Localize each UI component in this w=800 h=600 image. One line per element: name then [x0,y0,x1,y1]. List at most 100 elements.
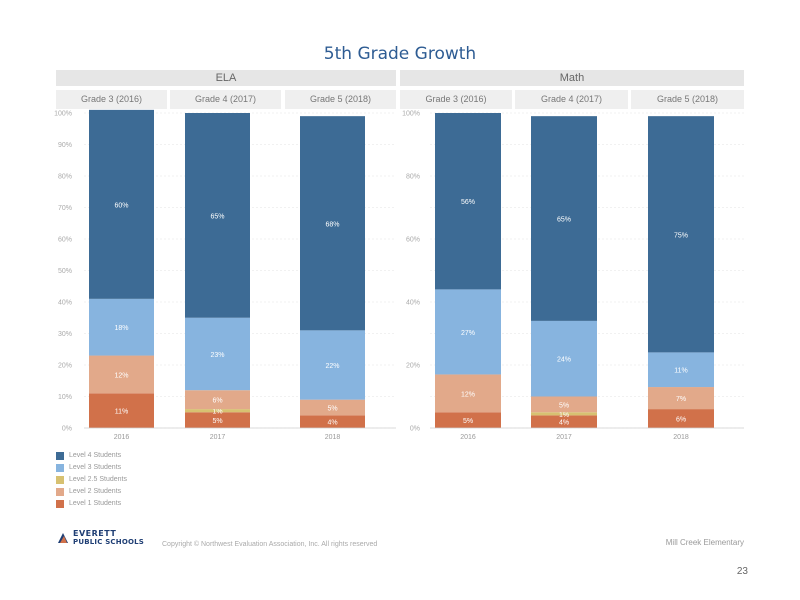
math-data-label: 56% [461,199,475,206]
math-ytick-label: 0% [410,426,420,433]
legend-label-level1: Level 1 Students [69,500,122,507]
logo-line1: EVERETT [73,529,117,538]
math-ytick-label: 40% [406,300,420,307]
math-data-label: 5% [559,402,569,409]
math-data-label: 11% [674,368,688,375]
math-ytick-label: 100% [402,111,420,118]
ela-bar-segment-level1 [89,393,154,428]
math-grade5-header: Grade 5 (2018) [631,90,744,109]
copyright-text: Copyright © Northwest Evaluation Associa… [162,541,378,548]
legend-item-level3: Level 3 Students [56,462,127,473]
math-xtick-label: 2016 [460,434,476,441]
ela-bar-segment-level1 [300,415,365,428]
math-data-label: 4% [559,420,569,427]
ela-data-label: 68% [325,221,339,228]
ela-grade5-header: Grade 5 (2018) [285,90,396,109]
math-bar-segment-level4 [435,113,501,290]
ela-bar-segment-level1 [185,412,250,428]
math-data-label: 5% [463,418,473,425]
legend-item-level4: Level 4 Students [56,450,127,461]
legend-label-level4: Level 4 Students [69,452,122,459]
math-bar-segment-level4 [531,116,597,321]
ela-data-label: 5% [327,406,337,413]
legend-swatch-level1 [56,499,64,508]
math-header: Math [400,70,744,86]
math-ytick-label: 60% [406,237,420,244]
legend-item-level2: Level 2 Students [56,486,127,497]
ela-grade3-header: Grade 3 (2016) [56,90,167,109]
ela-ytick-label: 30% [58,331,72,338]
page-title: 5th Grade Growth [323,44,477,64]
legend-item-level1: Level 1 Students [56,498,127,509]
ela-bar-segment-level2 [89,355,154,394]
ela-bar-segment-level2 [300,399,365,416]
math-bar-segment-level2 [648,387,714,410]
ela-grade4-header: Grade 4 (2017) [170,90,281,109]
ela-bar-segment-level4 [185,113,250,318]
ela-ytick-label: 40% [58,300,72,307]
legend-label-level2: Level 2 Students [69,488,122,495]
ela-ytick-label: 100% [54,111,72,118]
ela-data-label: 1% [212,409,222,416]
math-bar-segment-level2_5 [531,412,597,416]
legend-label-level2-5: Level 2.5 Students [69,476,127,483]
math-bar-segment-level1 [435,412,501,428]
ela-bar-segment-level3 [300,330,365,400]
ela-data-label: 18% [114,325,128,332]
ela-bar-segment-level4 [89,109,154,299]
everett-logo: EVERETT PUBLIC SCHOOLS [56,530,144,546]
ela-ytick-label: 80% [58,174,72,181]
math-data-label: 12% [461,391,475,398]
math-bar-segment-level2 [531,396,597,413]
ela-data-label: 60% [114,202,128,209]
ela-bar-segment-level3 [89,298,154,356]
math-bar-segment-level1 [531,415,597,428]
math-bar-segment-level1 [648,409,714,428]
logo-line2: PUBLIC SCHOOLS [73,538,145,546]
legend-swatch-level3 [56,463,64,472]
math-data-label: 7% [676,396,686,403]
ela-bar-segment-level4 [300,116,365,331]
legend-swatch-level4 [56,451,64,460]
math-grade4-header: Grade 4 (2017) [515,90,628,109]
ela-data-label: 6% [212,398,222,405]
math-data-label: 65% [557,217,571,224]
ela-bar-segment-level2 [185,390,250,410]
ela-bar-segment-level2_5 [185,409,250,413]
math-bar-segment-level3 [531,320,597,397]
ela-xtick-label: 2018 [325,434,341,441]
page-number: 23 [736,566,748,577]
math-data-label: 24% [557,357,571,364]
math-grade3-header: Grade 3 (2016) [400,90,512,109]
ela-data-label: 5% [212,418,222,425]
ela-data-label: 22% [325,363,339,370]
ela-ytick-label: 50% [58,268,72,275]
ela-data-label: 11% [115,409,129,416]
math-bar-segment-level2 [435,374,501,413]
ela-ytick-label: 20% [58,363,72,370]
ela-data-label: 4% [327,420,337,427]
ela-ytick-label: 70% [58,205,72,212]
legend-label-level3: Level 3 Students [69,464,122,471]
math-bar-segment-level3 [435,289,501,375]
ela-ytick-label: 10% [58,394,72,401]
ela-data-label: 23% [210,352,224,359]
math-bar-segment-level4 [648,116,714,353]
math-data-label: 6% [676,417,686,424]
ela-ytick-label: 90% [58,142,72,149]
ela-bar-segment-level3 [185,317,250,391]
ela-data-label: 12% [114,372,128,379]
ela-xtick-label: 2017 [210,434,226,441]
math-xtick-label: 2018 [673,434,689,441]
math-ytick-label: 80% [406,174,420,181]
legend-swatch-level2 [56,487,64,496]
logo-flame-icon [56,531,70,545]
legend: Level 4 Students Level 3 Students Level … [56,450,127,510]
math-xtick-label: 2017 [556,434,572,441]
math-data-label: 75% [674,232,688,239]
ela-xtick-label: 2016 [114,434,130,441]
ela-data-label: 65% [210,213,224,220]
math-data-label: 1% [559,412,569,419]
legend-item-level2-5: Level 2.5 Students [56,474,127,485]
